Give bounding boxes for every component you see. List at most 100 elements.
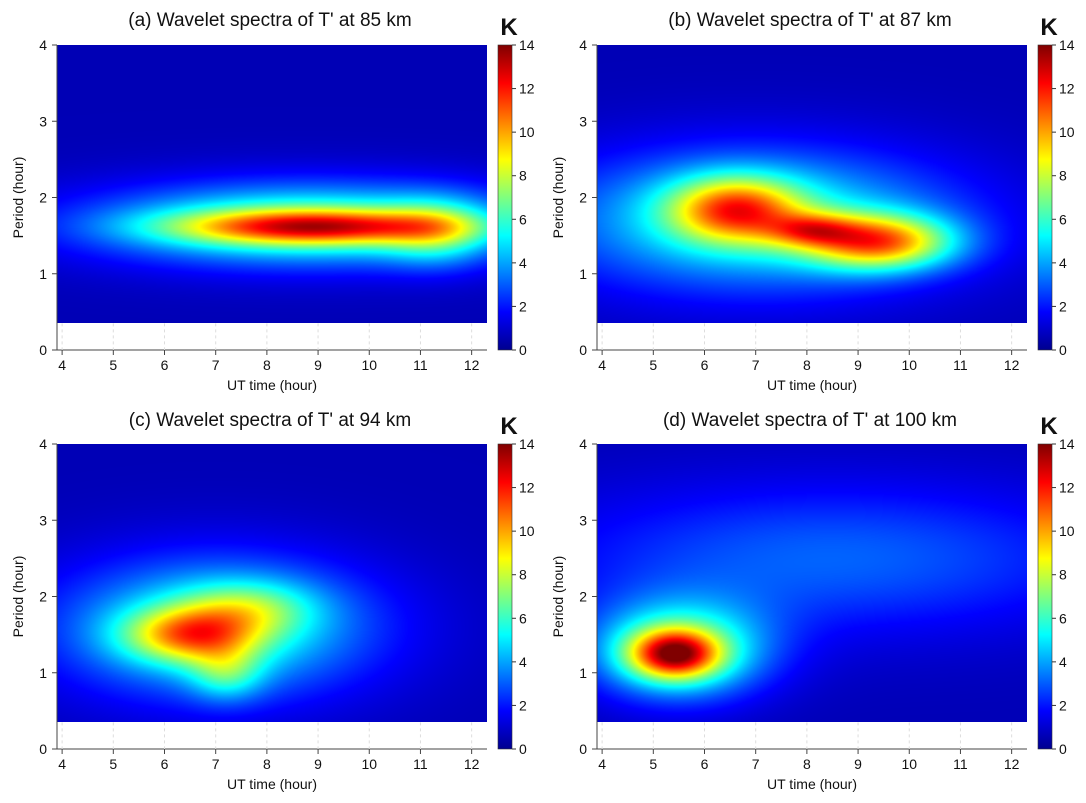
x-tick-label: 10 bbox=[901, 357, 917, 373]
colorbar-tick-label: 0 bbox=[519, 342, 527, 358]
x-tick-label: 7 bbox=[752, 756, 760, 772]
x-tick-label: 6 bbox=[161, 357, 169, 373]
colorbar-tick-label: 6 bbox=[519, 211, 527, 227]
y-tick-label: 2 bbox=[39, 589, 47, 605]
x-tick-label: 9 bbox=[314, 357, 322, 373]
colorbar-unit: K bbox=[500, 14, 518, 41]
colorbar-tick-label: 0 bbox=[1059, 342, 1067, 358]
y-axis-label: Period (hour) bbox=[550, 556, 566, 638]
colorbar-tick-label: 12 bbox=[1059, 81, 1075, 97]
y-tick-label: 3 bbox=[39, 113, 47, 129]
colorbar bbox=[497, 44, 513, 351]
colorbar-tick-label: 12 bbox=[519, 81, 535, 97]
x-tick-label: 10 bbox=[361, 357, 377, 373]
x-tick-label: 5 bbox=[109, 357, 117, 373]
x-tick-label: 12 bbox=[1004, 756, 1020, 772]
x-tick-label: 9 bbox=[314, 756, 322, 772]
y-tick-label: 0 bbox=[39, 741, 47, 757]
x-tick-label: 10 bbox=[361, 756, 377, 772]
heatmap-cells bbox=[57, 45, 487, 323]
x-axis-label: UT time (hour) bbox=[767, 776, 857, 792]
colorbar-tick-label: 8 bbox=[1059, 168, 1067, 184]
x-tick-label: 11 bbox=[953, 357, 968, 373]
y-tick-label: 0 bbox=[39, 342, 47, 358]
colorbar-tick-label: 10 bbox=[1059, 124, 1075, 140]
colorbar-tick-label: 14 bbox=[1059, 436, 1075, 452]
x-tick-label: 4 bbox=[598, 357, 606, 373]
colorbar-tick-label: 0 bbox=[1059, 741, 1067, 757]
colorbar bbox=[497, 443, 513, 750]
colorbar-tick-label: 14 bbox=[1059, 37, 1075, 53]
x-tick-label: 8 bbox=[803, 357, 811, 373]
colorbar-tick-label: 0 bbox=[519, 741, 527, 757]
x-tick-label: 11 bbox=[953, 756, 968, 772]
colorbar-tick-label: 12 bbox=[1059, 480, 1075, 496]
colorbar-tick-label: 8 bbox=[519, 567, 527, 583]
y-tick-label: 4 bbox=[579, 436, 587, 452]
colorbar-tick-label: 14 bbox=[519, 37, 535, 53]
colorbar-tick-label: 14 bbox=[519, 436, 535, 452]
colorbar-tick-label: 2 bbox=[1059, 298, 1067, 314]
y-tick-label: 1 bbox=[39, 266, 47, 282]
colorbar-tick-label: 4 bbox=[519, 255, 527, 271]
heatmap-cells bbox=[597, 45, 1027, 323]
x-tick-label: 8 bbox=[263, 756, 271, 772]
chart-title: (a) Wavelet spectra of T' at 85 km bbox=[128, 10, 411, 31]
y-tick-label: 2 bbox=[39, 190, 47, 206]
y-tick-label: 1 bbox=[579, 266, 587, 282]
x-tick-label: 6 bbox=[161, 756, 169, 772]
x-tick-label: 11 bbox=[413, 756, 428, 772]
colorbar-unit: K bbox=[1040, 413, 1058, 440]
x-tick-label: 4 bbox=[58, 357, 66, 373]
y-axis-label: Period (hour) bbox=[550, 157, 566, 239]
x-tick-label: 8 bbox=[263, 357, 271, 373]
y-tick-label: 3 bbox=[579, 512, 587, 528]
colorbar-unit: K bbox=[1040, 14, 1058, 41]
x-tick-label: 9 bbox=[854, 357, 862, 373]
y-tick-label: 1 bbox=[39, 665, 47, 681]
y-tick-label: 0 bbox=[579, 741, 587, 757]
x-tick-label: 7 bbox=[752, 357, 760, 373]
heatmap-cells bbox=[57, 444, 487, 722]
colorbar-tick-label: 2 bbox=[519, 298, 527, 314]
y-tick-label: 2 bbox=[579, 190, 587, 206]
x-tick-label: 7 bbox=[212, 756, 220, 772]
x-tick-label: 5 bbox=[649, 756, 657, 772]
chart-title: (d) Wavelet spectra of T' at 100 km bbox=[663, 410, 957, 431]
x-tick-label: 4 bbox=[598, 756, 606, 772]
heatmap-cells bbox=[597, 444, 1027, 722]
colorbar-tick-label: 6 bbox=[519, 610, 527, 626]
colorbar-tick-label: 10 bbox=[1059, 523, 1075, 539]
x-tick-label: 12 bbox=[1004, 357, 1020, 373]
x-tick-label: 6 bbox=[701, 357, 709, 373]
colorbar-tick-label: 4 bbox=[1059, 654, 1067, 670]
y-tick-label: 4 bbox=[39, 37, 47, 53]
y-tick-label: 2 bbox=[579, 589, 587, 605]
x-axis-label: UT time (hour) bbox=[227, 776, 317, 792]
colorbar-tick-label: 12 bbox=[519, 480, 535, 496]
x-tick-label: 10 bbox=[901, 756, 917, 772]
x-tick-label: 9 bbox=[854, 756, 862, 772]
colorbar-unit: K bbox=[500, 413, 518, 440]
x-tick-label: 5 bbox=[109, 756, 117, 772]
x-axis-label: UT time (hour) bbox=[227, 377, 317, 393]
x-tick-label: 7 bbox=[212, 357, 220, 373]
y-tick-label: 3 bbox=[39, 512, 47, 528]
y-tick-label: 1 bbox=[579, 665, 587, 681]
colorbar-tick-label: 8 bbox=[519, 168, 527, 184]
colorbar bbox=[1037, 44, 1053, 351]
colorbar-tick-label: 10 bbox=[519, 523, 535, 539]
y-axis-label: Period (hour) bbox=[10, 556, 26, 638]
y-tick-label: 4 bbox=[579, 37, 587, 53]
x-tick-label: 6 bbox=[701, 756, 709, 772]
x-tick-label: 8 bbox=[803, 756, 811, 772]
y-tick-label: 0 bbox=[579, 342, 587, 358]
chart-title: (c) Wavelet spectra of T' at 94 km bbox=[129, 410, 411, 431]
colorbar-tick-label: 10 bbox=[519, 124, 535, 140]
y-tick-label: 3 bbox=[579, 113, 587, 129]
chart-title: (b) Wavelet spectra of T' at 87 km bbox=[668, 10, 951, 31]
